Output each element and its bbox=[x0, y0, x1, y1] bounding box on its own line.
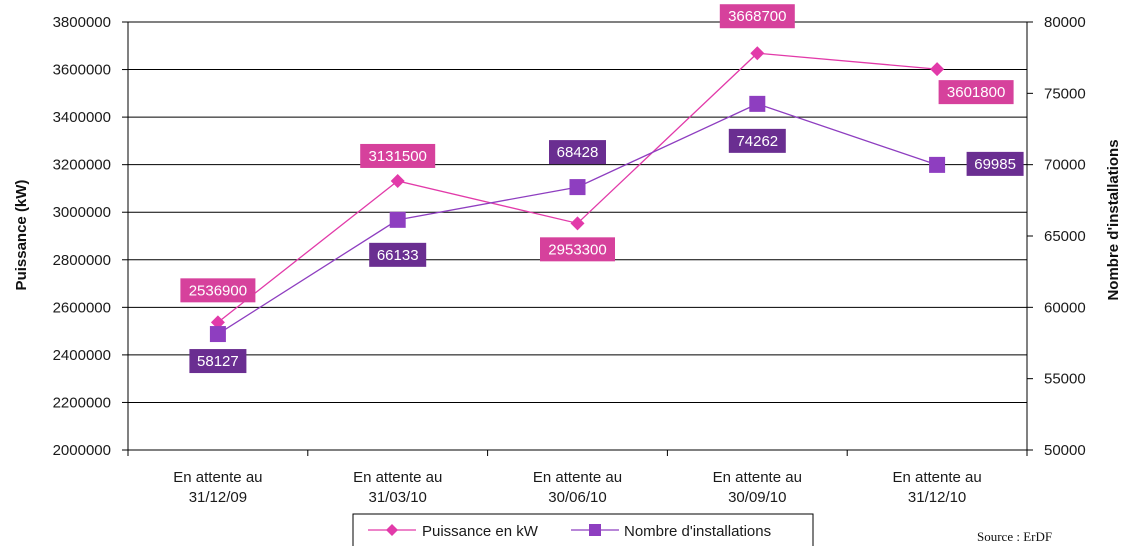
puissance-data-label-text: 2953300 bbox=[548, 241, 606, 258]
category-labels: En attente au 31/12/09 En attente au 31/03/… bbox=[173, 469, 981, 506]
left-tick-label: 3600000 bbox=[53, 62, 111, 79]
installations-point bbox=[209, 326, 226, 343]
puissance-data-label: 2536900 bbox=[180, 278, 256, 303]
category-label: En attente au 31/12/09 bbox=[173, 469, 262, 506]
legend-label-installations: Nombre d'installations bbox=[624, 523, 771, 540]
puissance-data-label: 3668700 bbox=[719, 4, 795, 29]
installations-point bbox=[569, 179, 586, 196]
installations-data-label-text: 66133 bbox=[377, 247, 419, 264]
puissance-data-label: 3601800 bbox=[938, 80, 1014, 105]
installations-data-label-text: 69985 bbox=[974, 156, 1016, 173]
category-label: En attente au 31/12/10 bbox=[892, 469, 981, 506]
right-tick-label: 60000 bbox=[1044, 299, 1086, 316]
puissance-data-label-text: 3668700 bbox=[728, 8, 786, 25]
installations-data-label: 74262 bbox=[728, 128, 786, 153]
puissance-data-label-box bbox=[540, 237, 615, 262]
right-axis-title: Nombre d'installations bbox=[1105, 139, 1122, 300]
puissance-point bbox=[750, 46, 765, 61]
installations-data-label-box bbox=[728, 128, 786, 153]
installations-point bbox=[929, 156, 946, 173]
installations-data-label-box bbox=[966, 151, 1024, 176]
left-tick-label: 2600000 bbox=[53, 299, 111, 316]
category-label: En attente au 30/09/10 bbox=[713, 469, 802, 506]
installations-data-label-text: 58127 bbox=[197, 353, 239, 370]
category-label: En attente au 30/06/10 bbox=[533, 469, 622, 506]
puissance-data-label-text: 3601800 bbox=[947, 84, 1005, 101]
puissance-point bbox=[570, 216, 585, 231]
puissance-data-label-box bbox=[360, 143, 436, 168]
right-tick-label: 70000 bbox=[1044, 157, 1086, 174]
left-tick-label: 2800000 bbox=[53, 252, 111, 269]
legend-marker-puissance bbox=[386, 524, 398, 536]
puissance-data-label: 3131500 bbox=[360, 143, 436, 168]
left-tick-label: 3200000 bbox=[53, 157, 111, 174]
left-tick-label: 2000000 bbox=[53, 442, 111, 459]
left-tick-label: 3800000 bbox=[53, 14, 111, 31]
installations-data-label: 68428 bbox=[549, 140, 606, 165]
legend: Puissance en kW Nombre d'installations bbox=[352, 513, 814, 546]
left-tick-label: 3400000 bbox=[53, 109, 111, 126]
legend-marker-installations bbox=[589, 524, 601, 536]
axes bbox=[122, 21, 1033, 456]
right-tick-label: 55000 bbox=[1044, 371, 1086, 388]
installations-data-label-box bbox=[549, 140, 606, 165]
puissance-data-label-box bbox=[719, 4, 795, 29]
left-tick-label: 3000000 bbox=[53, 204, 111, 221]
puissance-data-label: 2953300 bbox=[540, 237, 615, 262]
installations-data-label-text: 74262 bbox=[736, 133, 778, 150]
source-note: Source : ErDF bbox=[977, 529, 1053, 544]
left-axis-title: Puissance (kW) bbox=[13, 180, 30, 291]
right-tick-label: 75000 bbox=[1044, 85, 1086, 102]
right-tick-label: 80000 bbox=[1044, 14, 1086, 31]
puissance-point bbox=[210, 315, 225, 330]
installations-data-label: 69985 bbox=[966, 151, 1024, 176]
right-tick-label: 65000 bbox=[1044, 228, 1086, 245]
right-axis-ticks: 50000 55000 60000 65000 70000 75000 80000 bbox=[1044, 14, 1086, 459]
puissance-data-label-text: 3131500 bbox=[368, 148, 426, 165]
puissance-point bbox=[930, 62, 945, 77]
puissance-point bbox=[390, 173, 405, 188]
installations-point bbox=[389, 211, 406, 228]
installations-data-label: 58127 bbox=[189, 349, 247, 374]
installations-data-label-box bbox=[189, 349, 247, 374]
category-label: En attente au 31/03/10 bbox=[353, 469, 442, 506]
gridlines bbox=[128, 21, 1027, 451]
installations-data-label-box bbox=[369, 242, 427, 267]
series-layer: 2536900 3131500 2953300 3668700 3601800 58127… bbox=[180, 4, 1024, 374]
right-tick-label: 50000 bbox=[1044, 442, 1086, 459]
installations-data-label: 66133 bbox=[369, 242, 427, 267]
installations-data-label-text: 68428 bbox=[557, 144, 599, 161]
puissance-data-label-text: 2536900 bbox=[189, 282, 247, 299]
puissance-data-label-box bbox=[938, 80, 1014, 105]
left-tick-label: 2400000 bbox=[53, 347, 111, 364]
left-tick-label: 2200000 bbox=[53, 394, 111, 411]
left-axis-ticks: 2000000 2200000 2400000 2600000 2800000 30000… bbox=[53, 14, 111, 459]
legend-label-puissance: Puissance en kW bbox=[422, 523, 539, 540]
puissance-data-label-box bbox=[180, 278, 256, 303]
installations-point bbox=[749, 95, 766, 112]
